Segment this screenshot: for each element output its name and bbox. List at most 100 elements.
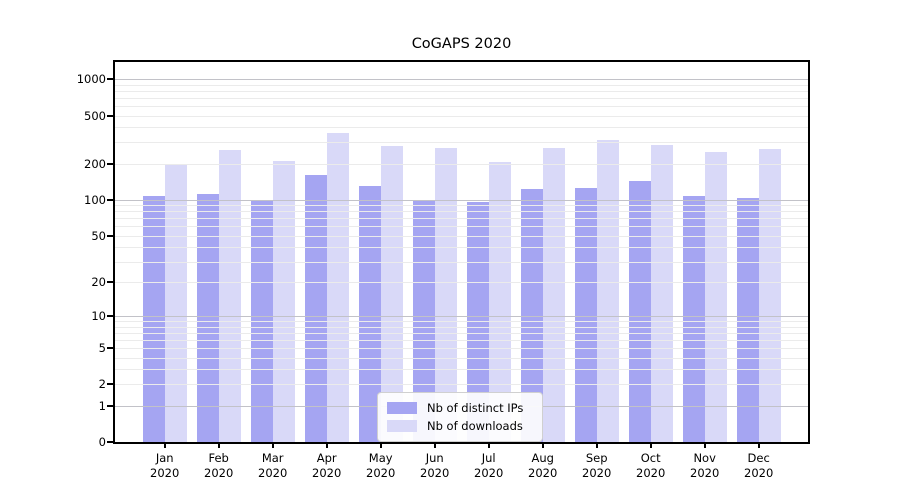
x-tick-aug — [541, 444, 544, 448]
gridline-70 — [115, 218, 808, 220]
y-tick-label-1000: 1000 — [76, 72, 106, 87]
gridline-700 — [115, 98, 808, 99]
x-tick-year: 2020 — [582, 465, 612, 480]
y-tick-1 — [107, 404, 113, 407]
plot-area: 1000 500 200 100 50 20 10 5 2 1 0 Jan 2020 Feb 2020 Ma… — [77, 60, 810, 480]
x-tick-label-feb: Feb 2020 — [189, 451, 249, 480]
gridline-8 — [115, 326, 808, 328]
bar-downloads-feb — [218, 150, 241, 442]
gridline-5 — [115, 347, 808, 349]
x-tick-oct — [649, 444, 652, 448]
gridline-100 — [115, 199, 808, 201]
legend-label-downloads: Nb of downloads — [427, 418, 523, 433]
x-tick-sep — [595, 444, 598, 448]
bar-downloads-dec — [758, 149, 781, 442]
x-tick-month: Jan — [155, 451, 174, 465]
gridline-80 — [115, 211, 808, 213]
bar-downloads-apr — [326, 132, 349, 442]
y-tick-500 — [107, 114, 113, 117]
x-tick-feb — [217, 444, 220, 448]
bar-downloads-mar — [272, 160, 295, 442]
x-tick-label-jul: Jul 2020 — [459, 451, 519, 480]
x-tick-year: 2020 — [312, 465, 342, 480]
gridline-9 — [115, 321, 808, 323]
y-tick-label-2: 2 — [98, 377, 106, 392]
gridline-2 — [115, 384, 808, 386]
gridline-90 — [115, 205, 808, 207]
gridline-20 — [115, 282, 808, 284]
x-tick-may — [379, 444, 382, 448]
bar-distinct-ips-nov — [682, 196, 705, 442]
bar-distinct-ips-dec — [736, 197, 759, 442]
x-tick-label-may: May 2020 — [351, 451, 411, 480]
y-tick-label-500: 500 — [84, 108, 106, 123]
y-tick-2 — [107, 383, 113, 386]
x-tick-jun — [433, 444, 436, 448]
gridline-6 — [115, 339, 808, 341]
bar-distinct-ips-jan — [142, 195, 165, 442]
legend-swatch-downloads — [387, 419, 417, 432]
legend-swatch-distinct-ips — [387, 401, 417, 414]
gridline-800 — [115, 91, 808, 92]
y-tick-label-10: 10 — [91, 309, 106, 324]
x-tick-label-jun: Jun 2020 — [405, 451, 465, 480]
x-tick-month: Nov — [693, 451, 716, 465]
x-tick-month: Jun — [425, 451, 444, 465]
x-tick-label-mar: Mar 2020 — [243, 451, 303, 480]
bar-downloads-may — [380, 146, 403, 442]
x-tick-year: 2020 — [744, 465, 774, 480]
bar-downloads-aug — [542, 147, 565, 442]
x-tick-year: 2020 — [366, 465, 396, 480]
gridline-40 — [115, 247, 808, 248]
x-tick-label-aug: Aug 2020 — [513, 451, 573, 480]
bar-downloads-oct — [650, 145, 673, 442]
x-tick-month: Aug — [531, 451, 554, 465]
bar-distinct-ips-sep — [574, 187, 597, 442]
legend-row-distinct-ips: Nb of distinct IPs — [387, 399, 533, 416]
x-tick-month: Sep — [585, 451, 608, 465]
legend: Nb of distinct IPs Nb of downloads — [377, 392, 543, 442]
bar-downloads-jan — [164, 163, 187, 442]
x-tick-year: 2020 — [528, 465, 558, 480]
gridline-900 — [115, 84, 808, 86]
x-tick-year: 2020 — [150, 465, 180, 480]
x-tick-mar — [271, 444, 274, 448]
x-tick-label-oct: Oct 2020 — [621, 451, 681, 480]
x-tick-nov — [703, 444, 706, 448]
y-tick-1000 — [107, 78, 113, 81]
x-axis-layer: Jan 2020 Feb 2020 Mar 2020 Apr 2020 May 2020 Jun 20… — [115, 62, 808, 480]
y-tick-100 — [107, 198, 113, 201]
y-axis-layer: 1000 500 200 100 50 20 10 5 2 1 0 — [77, 62, 808, 449]
bar-distinct-ips-feb — [196, 194, 219, 442]
bar-downloads-jun — [434, 148, 457, 442]
y-tick-200 — [107, 162, 113, 165]
x-tick-dec — [757, 444, 760, 448]
y-tick-0 — [107, 441, 113, 443]
x-tick-jul — [487, 444, 490, 448]
gridline-10 — [115, 316, 808, 318]
gridline-200 — [115, 163, 808, 165]
chart-title: CoGAPS 2020 — [411, 36, 512, 52]
gridline-7 — [115, 332, 808, 334]
gridline-4 — [115, 357, 808, 359]
bar-downloads-jul — [488, 162, 511, 442]
bar-distinct-ips-aug — [520, 189, 543, 442]
x-tick-year: 2020 — [258, 465, 288, 480]
gridlines-layer — [115, 62, 808, 442]
x-tick-label-sep: Sep 2020 — [567, 451, 627, 480]
x-tick-month: Feb — [208, 451, 229, 465]
gridline-60 — [115, 226, 808, 228]
y-tick-label-0: 0 — [98, 435, 106, 449]
x-tick-year: 2020 — [204, 465, 234, 480]
gridline-30 — [115, 261, 808, 263]
gridline-1000 — [115, 79, 808, 81]
y-tick-label-5: 5 — [98, 340, 106, 355]
y-tick-10 — [107, 315, 113, 318]
x-tick-month: Dec — [747, 451, 770, 465]
x-tick-year: 2020 — [690, 465, 720, 480]
x-tick-year: 2020 — [474, 465, 504, 480]
x-tick-month: Mar — [261, 451, 284, 465]
x-tick-apr — [325, 444, 328, 448]
legend-row-downloads: Nb of downloads — [387, 417, 533, 434]
x-tick-jan — [163, 444, 166, 448]
